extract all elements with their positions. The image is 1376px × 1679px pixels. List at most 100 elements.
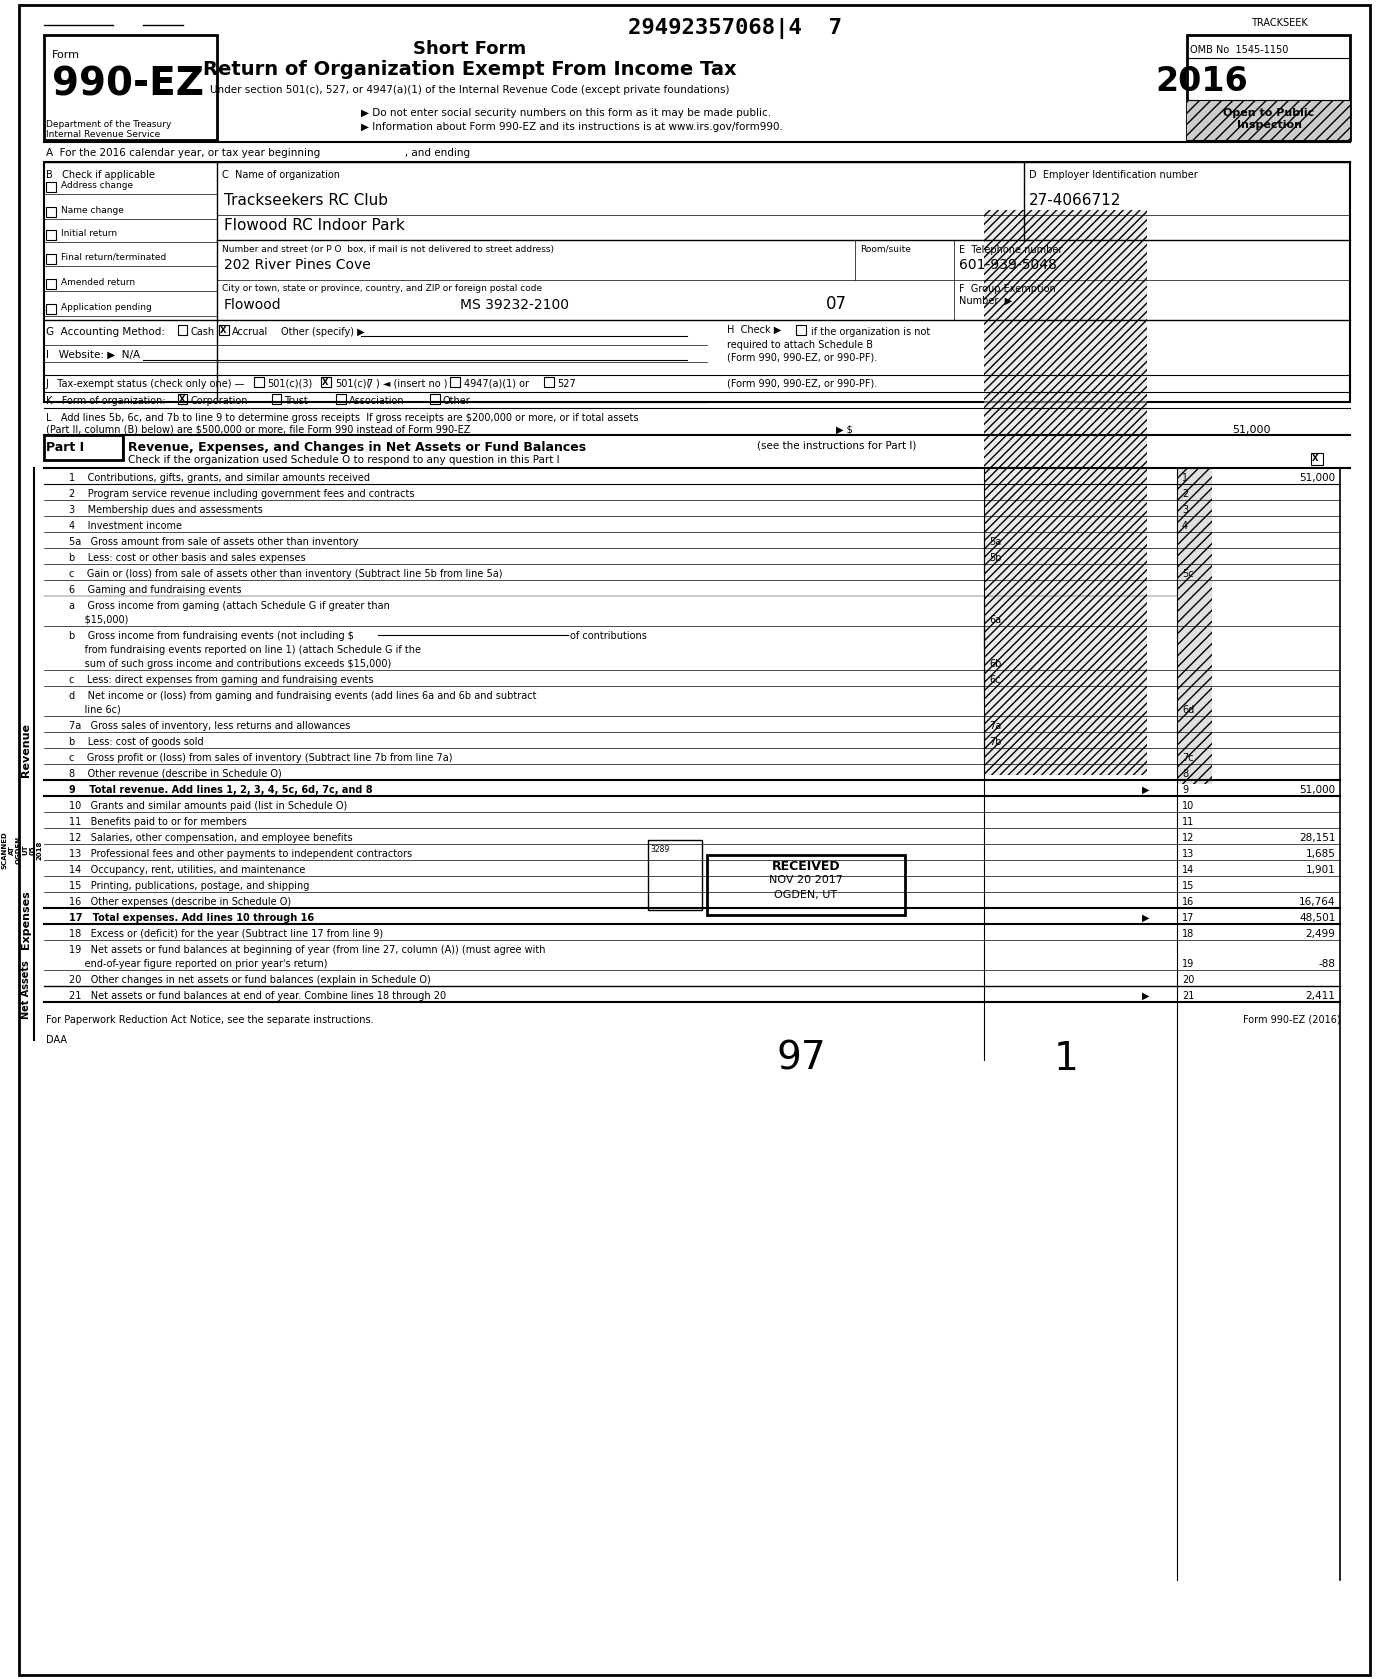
- Text: Form 990-EZ (2016): Form 990-EZ (2016): [1243, 1016, 1340, 1024]
- Text: Final return/terminated: Final return/terminated: [61, 254, 166, 262]
- Text: required to attach Schedule B: required to attach Schedule B: [727, 341, 872, 349]
- Text: 7c: 7c: [1182, 752, 1193, 762]
- Text: 13   Professional fees and other payments to independent contractors: 13 Professional fees and other payments …: [69, 850, 411, 860]
- Bar: [1311, 453, 1322, 465]
- Text: 16: 16: [1182, 897, 1194, 907]
- Text: Revenue: Revenue: [21, 724, 32, 777]
- Text: 21: 21: [1182, 991, 1194, 1001]
- Text: G  Accounting Method:: G Accounting Method:: [45, 327, 165, 337]
- Text: 17: 17: [1182, 913, 1194, 923]
- Text: 28,151: 28,151: [1299, 833, 1336, 843]
- Text: sum of such gross income and contributions exceeds $15,000): sum of such gross income and contributio…: [69, 658, 391, 668]
- Text: 1,685: 1,685: [1306, 850, 1336, 860]
- Text: line 6c): line 6c): [69, 705, 121, 715]
- Text: Name change: Name change: [61, 207, 124, 215]
- Text: City or town, state or province, country, and ZIP or foreign postal code: City or town, state or province, country…: [222, 284, 542, 294]
- Bar: [544, 378, 553, 386]
- Text: Amended return: Amended return: [61, 279, 135, 287]
- Text: Association: Association: [348, 396, 405, 406]
- Text: 51,000: 51,000: [1299, 473, 1336, 484]
- Text: 27-4066712: 27-4066712: [1029, 193, 1121, 208]
- Bar: [45, 304, 56, 314]
- Text: E  Telephone number: E Telephone number: [959, 245, 1062, 255]
- Text: Under section 501(c), 527, or 4947(a)(1) of the Internal Revenue Code (except pr: Under section 501(c), 527, or 4947(a)(1)…: [209, 86, 729, 96]
- Text: (Form 990, 990-EZ, or 990-PF).: (Form 990, 990-EZ, or 990-PF).: [727, 353, 877, 363]
- Text: 990-EZ: 990-EZ: [52, 65, 204, 102]
- Text: K   Form of organization:: K Form of organization:: [45, 396, 165, 406]
- Bar: [44, 35, 217, 139]
- Text: Cash: Cash: [190, 327, 215, 337]
- Text: 16   Other expenses (describe in Schedule O): 16 Other expenses (describe in Schedule …: [69, 897, 290, 907]
- Text: Part I: Part I: [45, 442, 84, 453]
- Bar: [178, 326, 187, 336]
- Text: Short Form: Short Form: [413, 40, 526, 59]
- Text: Expenses: Expenses: [21, 890, 32, 949]
- Text: 1,901: 1,901: [1306, 865, 1336, 875]
- Text: J   Tax-exempt status (check only one) —: J Tax-exempt status (check only one) —: [45, 379, 245, 390]
- Text: 6c: 6c: [989, 675, 1000, 685]
- Text: 6d: 6d: [1182, 705, 1194, 715]
- Text: 8    Other revenue (describe in Schedule O): 8 Other revenue (describe in Schedule O): [69, 769, 282, 779]
- Text: 51,000: 51,000: [1299, 786, 1336, 794]
- Text: $15,000): $15,000): [69, 615, 128, 625]
- Text: ▶ Information about Form 990-EZ and its instructions is at www.irs.gov/form990.: ▶ Information about Form 990-EZ and its …: [361, 123, 783, 133]
- Text: B   Check if applicable: B Check if applicable: [45, 170, 155, 180]
- Text: MS 39232-2100: MS 39232-2100: [460, 297, 568, 312]
- Text: Department of the Treasury: Department of the Treasury: [45, 119, 172, 129]
- Text: X: X: [179, 395, 186, 405]
- Text: I   Website: ▶  N/A: I Website: ▶ N/A: [45, 349, 140, 359]
- Bar: [321, 378, 332, 386]
- Text: ▶: ▶: [1142, 786, 1150, 794]
- Text: 3: 3: [1182, 505, 1187, 515]
- Text: 7a: 7a: [989, 720, 1002, 730]
- Text: b    Less: cost or other basis and sales expenses: b Less: cost or other basis and sales ex…: [69, 552, 305, 562]
- Text: d    Net income or (loss) from gaming and fundraising events (add lines 6a and 6: d Net income or (loss) from gaming and f…: [69, 692, 537, 702]
- Text: X: X: [220, 326, 227, 336]
- Text: ▶ $: ▶ $: [835, 425, 852, 435]
- Text: (see the instructions for Part I): (see the instructions for Part I): [757, 442, 916, 452]
- Text: 527: 527: [557, 379, 577, 390]
- Text: -88: -88: [1318, 959, 1336, 969]
- Text: 5a: 5a: [989, 537, 1002, 547]
- Text: Number and street (or P O  box, if mail is not delivered to street address): Number and street (or P O box, if mail i…: [222, 245, 555, 254]
- Text: 9    Total revenue. Add lines 1, 2, 3, 4, 5c, 6d, 7c, and 8: 9 Total revenue. Add lines 1, 2, 3, 4, 5…: [69, 786, 373, 794]
- Text: 2,499: 2,499: [1306, 928, 1336, 939]
- Text: a    Gross income from gaming (attach Schedule G if greater than: a Gross income from gaming (attach Sched…: [69, 601, 389, 611]
- Text: X: X: [322, 378, 329, 386]
- Text: 15: 15: [1182, 881, 1194, 892]
- Text: 501(c)(3): 501(c)(3): [268, 379, 312, 390]
- Text: 6a: 6a: [989, 615, 1002, 625]
- Text: Room/suite: Room/suite: [860, 245, 911, 254]
- Bar: [429, 395, 440, 405]
- Text: OMB No  1545-1150: OMB No 1545-1150: [1190, 45, 1288, 55]
- Bar: [219, 326, 228, 336]
- Text: 202 River Pines Cove: 202 River Pines Cove: [224, 259, 372, 272]
- Text: F  Group Exemption: F Group Exemption: [959, 284, 1057, 294]
- Text: 2    Program service revenue including government fees and contracts: 2 Program service revenue including gove…: [69, 489, 414, 499]
- Bar: [1187, 101, 1350, 139]
- Text: 501(c)(: 501(c)(: [334, 379, 370, 390]
- Text: Open to Public
Inspection: Open to Public Inspection: [1223, 107, 1314, 129]
- Bar: [45, 181, 56, 191]
- Text: ) ◄ (insert no ): ) ◄ (insert no ): [376, 379, 447, 390]
- Text: Accrual: Accrual: [233, 327, 268, 337]
- Text: Flowood RC Indoor Park: Flowood RC Indoor Park: [224, 218, 405, 233]
- Text: 12   Salaries, other compensation, and employee benefits: 12 Salaries, other compensation, and emp…: [69, 833, 352, 843]
- Text: D  Employer Identification number: D Employer Identification number: [1029, 170, 1197, 180]
- Text: 18: 18: [1182, 928, 1194, 939]
- Text: 15   Printing, publications, postage, and shipping: 15 Printing, publications, postage, and …: [69, 881, 310, 892]
- Text: 6b: 6b: [989, 658, 1002, 668]
- Text: 10   Grants and similar amounts paid (list in Schedule O): 10 Grants and similar amounts paid (list…: [69, 801, 347, 811]
- Bar: [44, 435, 124, 460]
- Text: For Paperwork Reduction Act Notice, see the separate instructions.: For Paperwork Reduction Act Notice, see …: [45, 1016, 374, 1024]
- Bar: [797, 326, 806, 336]
- Text: 3    Membership dues and assessments: 3 Membership dues and assessments: [69, 505, 263, 515]
- Text: 5c: 5c: [1182, 569, 1193, 579]
- Text: 10: 10: [1182, 801, 1194, 811]
- Text: 97: 97: [776, 1039, 826, 1078]
- Text: Trust: Trust: [285, 396, 308, 406]
- Text: 19   Net assets or fund balances at beginning of year (from line 27, column (A)): 19 Net assets or fund balances at beginn…: [69, 945, 545, 955]
- Text: 18   Excess or (deficit) for the year (Subtract line 17 from line 9): 18 Excess or (deficit) for the year (Sub…: [69, 928, 383, 939]
- Text: L   Add lines 5b, 6c, and 7b to line 9 to determine gross receipts  If gross rec: L Add lines 5b, 6c, and 7b to line 9 to …: [45, 413, 638, 423]
- Text: 07: 07: [826, 296, 846, 312]
